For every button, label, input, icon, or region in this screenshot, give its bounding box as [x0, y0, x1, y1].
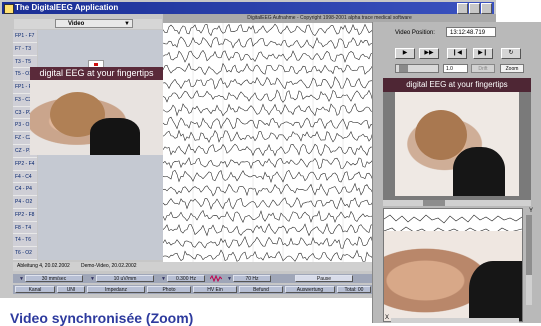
- eeg-trace: [163, 103, 373, 117]
- video-image: [395, 92, 519, 196]
- waveform-icon[interactable]: [210, 275, 222, 282]
- video-h-scrollbar[interactable]: [383, 200, 531, 206]
- channel-label[interactable]: C4 - P4: [13, 183, 37, 197]
- eeg-trace: [163, 223, 373, 237]
- eeg-trace: [163, 209, 373, 223]
- playback-slider[interactable]: [395, 64, 439, 73]
- axis-x-label: X: [385, 315, 390, 321]
- video-frame[interactable]: digital EEG at your fingertips: [383, 78, 531, 200]
- chevron-down-icon: ▼: [124, 21, 130, 27]
- uni-button[interactable]: UNI: [57, 286, 85, 293]
- sensitivity-select[interactable]: 10 uV/mm: [96, 275, 154, 282]
- status-right: Demo-Video, 20.02.2002: [81, 263, 137, 269]
- eeg-trace: [163, 182, 373, 197]
- channel-label[interactable]: T4 - T6: [13, 234, 37, 248]
- channel-label[interactable]: F8 - T4: [13, 221, 37, 235]
- speed-dropdown-icon[interactable]: ▼: [19, 276, 24, 282]
- filter-select[interactable]: 0.300 Hz: [167, 275, 205, 282]
- lowpass-dropdown-icon[interactable]: ▼: [227, 276, 232, 282]
- slider-thumb[interactable]: [399, 65, 408, 72]
- eeg-trace: [163, 116, 373, 131]
- kanal-button[interactable]: Kanal: [15, 286, 55, 293]
- window-controls: [457, 3, 492, 14]
- video-position-label: Video Position:: [395, 30, 435, 36]
- total-counter: Total: 00: [337, 286, 371, 293]
- window-title: The DigitalEEG Application: [15, 3, 119, 12]
- eeg-trace: [163, 76, 373, 90]
- eeg-trace: [163, 36, 373, 49]
- play-icon[interactable]: ▶: [395, 48, 415, 59]
- refresh-icon[interactable]: ↻: [501, 48, 521, 59]
- eeg-waveforms: [163, 23, 373, 263]
- minimize-button[interactable]: [457, 3, 468, 14]
- lowpass-select[interactable]: 70 Hz: [233, 275, 271, 282]
- axis-y-label: Y: [529, 208, 534, 214]
- video-position-field[interactable]: 13:12:48.719: [446, 27, 496, 37]
- photo-button[interactable]: Photo: [147, 286, 191, 293]
- drift-button[interactable]: Drift: [471, 64, 495, 73]
- zoom-button[interactable]: Zoom: [500, 64, 524, 73]
- eeg-trace: [163, 169, 373, 183]
- channel-label[interactable]: F4 - C4: [13, 170, 37, 184]
- eeg-trace: [163, 249, 373, 262]
- zoom-v-scroll-thumb[interactable]: [526, 215, 532, 275]
- channel-label[interactable]: FP1 - F7: [13, 30, 37, 43]
- eeg-trace: [163, 129, 373, 143]
- title-bar: The DigitalEEG Application: [2, 2, 494, 14]
- fast-forward-icon[interactable]: ▶▶: [419, 48, 439, 59]
- status-left: Ableitung 4, 20.02.2002: [17, 263, 70, 269]
- eeg-trace: [163, 157, 373, 170]
- channel-label[interactable]: FP2 - F8: [13, 208, 37, 222]
- channel-label[interactable]: T6 - O2: [13, 247, 37, 260]
- pause-button[interactable]: Pause: [295, 275, 353, 282]
- zoom-image: [384, 231, 522, 321]
- playback-controls: ▶ ▶▶ ❙◀ ▶❙ ↻: [395, 48, 530, 60]
- video-select[interactable]: Video ▼: [55, 19, 133, 28]
- eeg-trace-area[interactable]: [163, 23, 373, 263]
- status-bar: Ableitung 4, 20.02.2002 Demo-Video, 20.0…: [13, 262, 373, 271]
- eeg-trace: [163, 197, 373, 210]
- rate-field[interactable]: 1.0: [443, 64, 468, 73]
- eeg-trace: [163, 89, 373, 103]
- auswertung-select[interactable]: Auswertung: [285, 286, 335, 293]
- close-button[interactable]: [481, 3, 492, 14]
- page-caption: Video synchronisée (Zoom): [10, 310, 194, 326]
- hv-button[interactable]: HV Ein: [193, 286, 237, 293]
- sensitivity-dropdown-icon[interactable]: ▼: [90, 276, 95, 282]
- video-select-value: Video: [68, 21, 85, 27]
- skip-forward-icon[interactable]: ▶❙: [473, 48, 493, 59]
- video-panel: Video Position: 13:12:48.719 ▶ ▶▶ ❙◀ ▶❙ …: [372, 22, 541, 323]
- zoom-v-scrollbar[interactable]: [526, 215, 532, 305]
- eeg-trace: [163, 50, 373, 63]
- eeg-trace: [163, 143, 373, 157]
- speed-select[interactable]: 30 mm/sec: [25, 275, 83, 282]
- left-video-image[interactable]: [30, 80, 163, 155]
- video-h-scroll-thumb[interactable]: [423, 200, 445, 206]
- toolbar-actions: Kanal UNI Impedanz Photo HV Ein Befund A…: [13, 285, 373, 294]
- video-banner: digital EEG at your fingertips: [383, 78, 531, 92]
- eeg-trace: [163, 23, 373, 37]
- filter-dropdown-icon[interactable]: ▼: [161, 276, 166, 282]
- befund-button[interactable]: Befund: [239, 286, 283, 293]
- eeg-trace: [163, 62, 373, 76]
- toolbar-settings: ▼ 30 mm/sec ▼ 10 uV/mm ▼ 0.300 Hz ▼ 70 H…: [13, 274, 373, 283]
- app-icon: [4, 4, 14, 14]
- channel-label[interactable]: F7 - T3: [13, 42, 37, 56]
- skip-back-icon[interactable]: ❙◀: [447, 48, 467, 59]
- channel-label[interactable]: T3 - T5: [13, 55, 37, 69]
- channel-label[interactable]: FP2 - F4: [13, 157, 37, 171]
- zoom-h-scrollbar[interactable]: [391, 318, 519, 323]
- header-strip: DigitalEEG Aufnahme - Copyright 1998-200…: [163, 14, 496, 23]
- eeg-trace: [163, 236, 373, 249]
- impedanz-button[interactable]: Impedanz: [87, 286, 145, 293]
- zoom-view[interactable]: [383, 208, 523, 322]
- channel-label[interactable]: P4 - O2: [13, 196, 37, 209]
- maximize-button[interactable]: [469, 3, 480, 14]
- left-video-banner: digital EEG at your fingertips: [30, 67, 163, 80]
- copyright-text: DigitalEEG Aufnahme - Copyright 1998-200…: [247, 15, 412, 21]
